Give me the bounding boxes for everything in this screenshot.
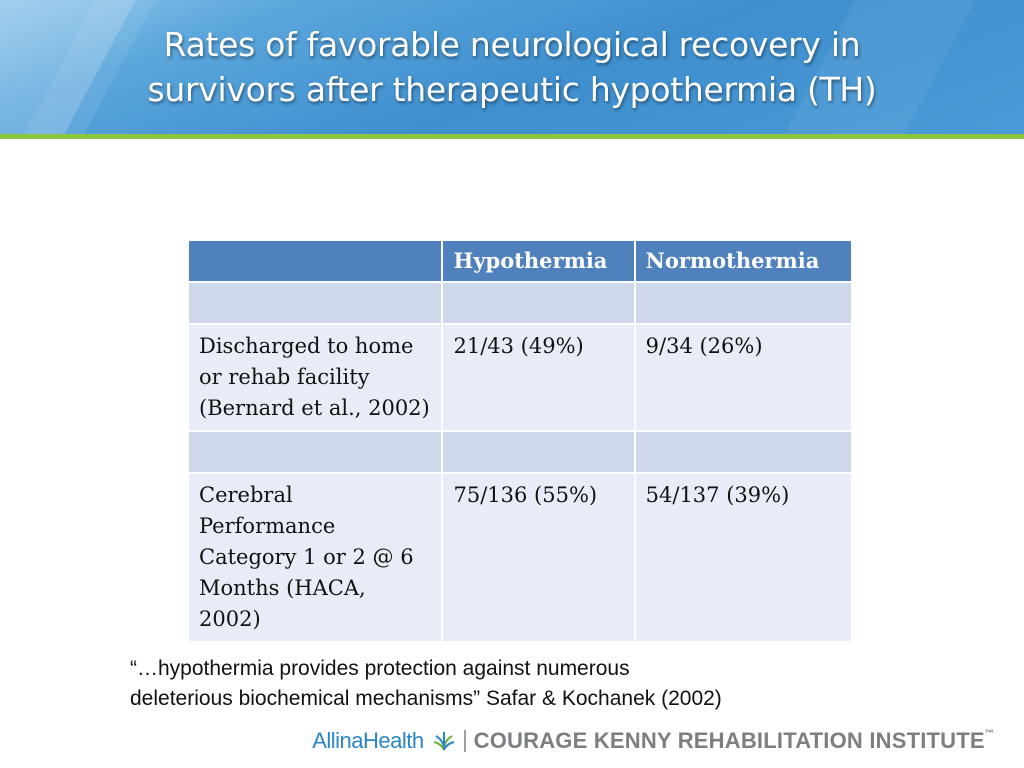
trademark-mark: ™ xyxy=(984,728,994,738)
table-cell xyxy=(633,430,854,474)
slide-title: Rates of favorable neurological recovery… xyxy=(40,22,984,112)
table-header-cell: Normothermia xyxy=(633,239,854,283)
table-cell: 54/137 (39%) xyxy=(633,472,854,643)
table-cell: Discharged to home or rehab facility (Be… xyxy=(186,323,444,432)
table-row xyxy=(186,430,854,474)
title-banner: Rates of favorable neurological recovery… xyxy=(0,0,1024,134)
table-header-cell: Hypothermia xyxy=(441,239,636,283)
leaf-cluster-icon xyxy=(432,730,456,752)
courage-kenny-wordmark: COURAGE KENNY REHABILITATION INSTITUTE™ xyxy=(474,728,994,754)
brand-divider xyxy=(463,730,466,752)
table-row: Cerebral Performance Category 1 or 2 @ 6… xyxy=(186,472,854,643)
table-header-row: Hypothermia Normothermia xyxy=(186,239,854,283)
table-cell: 9/34 (26%) xyxy=(633,323,854,432)
accent-rule xyxy=(0,134,1024,139)
slide-title-line-2: survivors after therapeutic hypothermia … xyxy=(147,70,877,109)
table-cell xyxy=(441,430,636,474)
table-cell: 21/43 (49%) xyxy=(441,323,636,432)
allina-health-wordmark: AllinaHealth xyxy=(312,728,424,754)
results-table: Hypothermia Normothermia Discharged to h… xyxy=(186,239,854,643)
table-header-cell xyxy=(186,239,444,283)
quote-text: “…hypothermia provides protection agains… xyxy=(130,654,910,714)
health-word: Health xyxy=(363,728,424,753)
table-cell xyxy=(186,281,444,325)
table-cell: 75/136 (55%) xyxy=(441,472,636,643)
quote-line-1: “…hypothermia provides protection agains… xyxy=(130,657,630,680)
allina-word: Allina xyxy=(312,728,364,753)
table-cell xyxy=(633,281,854,325)
quote-line-2: deleterious biochemical mechanisms” Safa… xyxy=(130,687,722,710)
footer-logo: AllinaHealth COURAGE KENNY REHABILITATIO… xyxy=(312,726,994,756)
table-cell xyxy=(186,430,444,474)
courage-kenny-text: COURAGE KENNY REHABILITATION INSTITUTE xyxy=(473,728,985,753)
table-row xyxy=(186,281,854,325)
table-cell: Cerebral Performance Category 1 or 2 @ 6… xyxy=(186,472,444,643)
slide-title-line-1: Rates of favorable neurological recovery… xyxy=(163,25,861,64)
table-row: Discharged to home or rehab facility (Be… xyxy=(186,323,854,432)
table-cell xyxy=(441,281,636,325)
